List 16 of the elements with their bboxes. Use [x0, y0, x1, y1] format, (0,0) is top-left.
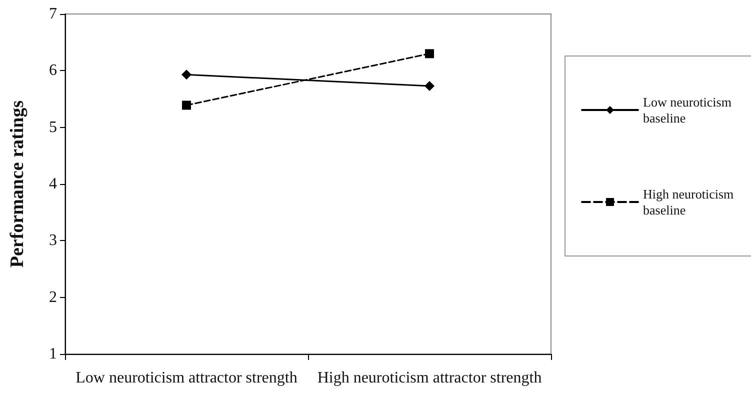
legend-label: Low neuroticism baseline — [643, 94, 735, 126]
y-tick-label: 3 — [49, 232, 57, 250]
legend-label: High neuroticism baseline — [643, 186, 737, 218]
y-tick-label: 2 — [49, 288, 57, 306]
y-tick-label: 4 — [49, 176, 57, 192]
point — [182, 100, 191, 110]
point — [425, 49, 434, 58]
y-tick-label: 6 — [49, 62, 57, 80]
y-tick-label: 7 — [49, 6, 57, 22]
point — [182, 70, 192, 80]
x-tick-label: Low neuroticism attractor strength — [76, 370, 298, 386]
x-tick-label: High neuroticism attractor strength — [317, 370, 542, 386]
y-tick-label: 5 — [49, 118, 57, 136]
y-axis-title: Performance ratings — [7, 100, 28, 268]
point — [424, 80, 434, 91]
y-tick-label: 1 — [49, 346, 57, 362]
